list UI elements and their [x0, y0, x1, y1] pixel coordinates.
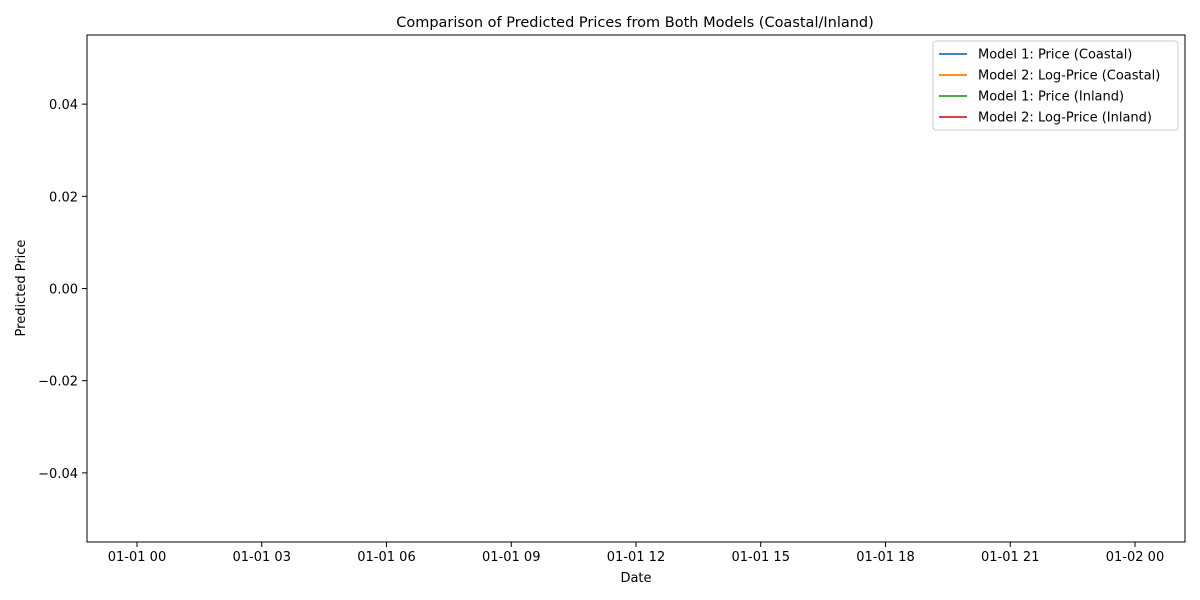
- y-axis: −0.04 −0.02 0.00 0.02 0.04: [38, 98, 87, 482]
- x-tick-label: 01-01 09: [482, 550, 540, 565]
- x-tick-label: 01-01 21: [981, 550, 1039, 565]
- x-tick-label: 01-02 00: [1106, 550, 1164, 565]
- y-tick-label: 0.04: [49, 98, 78, 113]
- x-tick-label: 01-01 18: [856, 550, 914, 565]
- x-axis-label: Date: [620, 571, 651, 586]
- x-tick-label: 01-01 15: [732, 550, 790, 565]
- x-tick-label: 01-01 00: [108, 550, 166, 565]
- y-tick-label: −0.04: [38, 467, 78, 482]
- legend-label: Model 1: Price (Inland): [978, 90, 1124, 105]
- y-tick-label: −0.02: [38, 375, 78, 390]
- y-tick-label: 0.02: [49, 190, 78, 205]
- y-axis-label: Predicted Price: [14, 240, 29, 337]
- legend: Model 1: Price (Coastal) Model 2: Log-Pri…: [932, 40, 1179, 131]
- x-tick-label: 01-01 12: [607, 550, 665, 565]
- x-tick-label: 01-01 03: [233, 550, 291, 565]
- y-tick-label: 0.00: [49, 283, 78, 298]
- x-axis: 01-01 00 01-01 03 01-01 06 01-01 09 01-01 12…: [108, 542, 1164, 565]
- chart-title: Comparison of Predicted Prices from Both…: [396, 15, 874, 31]
- legend-label: Model 2: Log-Price (Coastal): [978, 69, 1160, 84]
- legend-label: Model 2: Log-Price (Inland): [978, 111, 1152, 126]
- legend-box: [932, 40, 1179, 131]
- legend-label: Model 1: Price (Coastal): [978, 48, 1132, 63]
- x-tick-label: 01-01 06: [357, 550, 415, 565]
